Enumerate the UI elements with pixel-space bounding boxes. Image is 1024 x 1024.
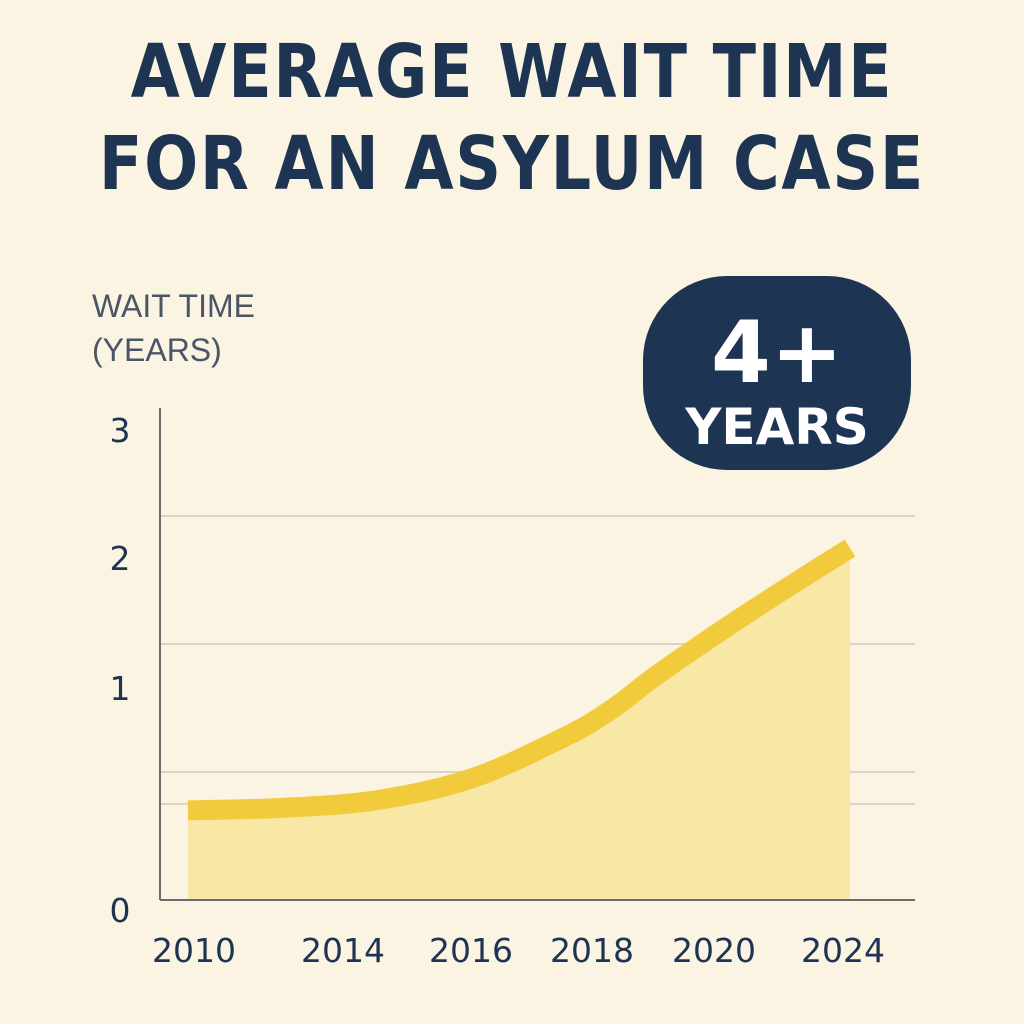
x-tick-label: 2020 (672, 931, 756, 970)
axes (159, 408, 915, 901)
x-tick-labels: 2010 2014 2016 2018 2020 2024 (152, 931, 885, 970)
y-tick-label: 3 (110, 411, 131, 450)
y-tick-label: 1 (110, 669, 131, 708)
annotation-badge-background (643, 276, 911, 470)
x-tick-label: 2016 (429, 931, 513, 970)
y-tick-label: 2 (110, 539, 131, 578)
x-tick-label: 2014 (301, 931, 385, 970)
x-tick-label: 2018 (550, 931, 634, 970)
x-tick-label: 2010 (152, 931, 236, 970)
y-axis-label-line-2: (YEARS) (92, 332, 222, 368)
y-tick-label: 0 (110, 891, 131, 930)
y-axis-label: WAIT TIME (YEARS) (92, 284, 255, 372)
chart-title: AVERAGE WAIT TIME FOR AN ASYLUM CASE (72, 26, 953, 210)
annotation-unit: YEARS (684, 398, 869, 456)
y-axis-label-line-1: WAIT TIME (92, 288, 255, 324)
y-tick-labels: 0 1 2 3 (110, 411, 131, 930)
annotation-value: 4+ (711, 303, 843, 403)
annotation-badge: 4+ YEARS (643, 276, 911, 470)
chart-title-line-2: FOR AN ASYLUM CASE (98, 121, 926, 207)
x-tick-label: 2024 (801, 931, 885, 970)
chart-title-line-1: AVERAGE WAIT TIME (130, 29, 894, 115)
series-line (187, 539, 856, 821)
